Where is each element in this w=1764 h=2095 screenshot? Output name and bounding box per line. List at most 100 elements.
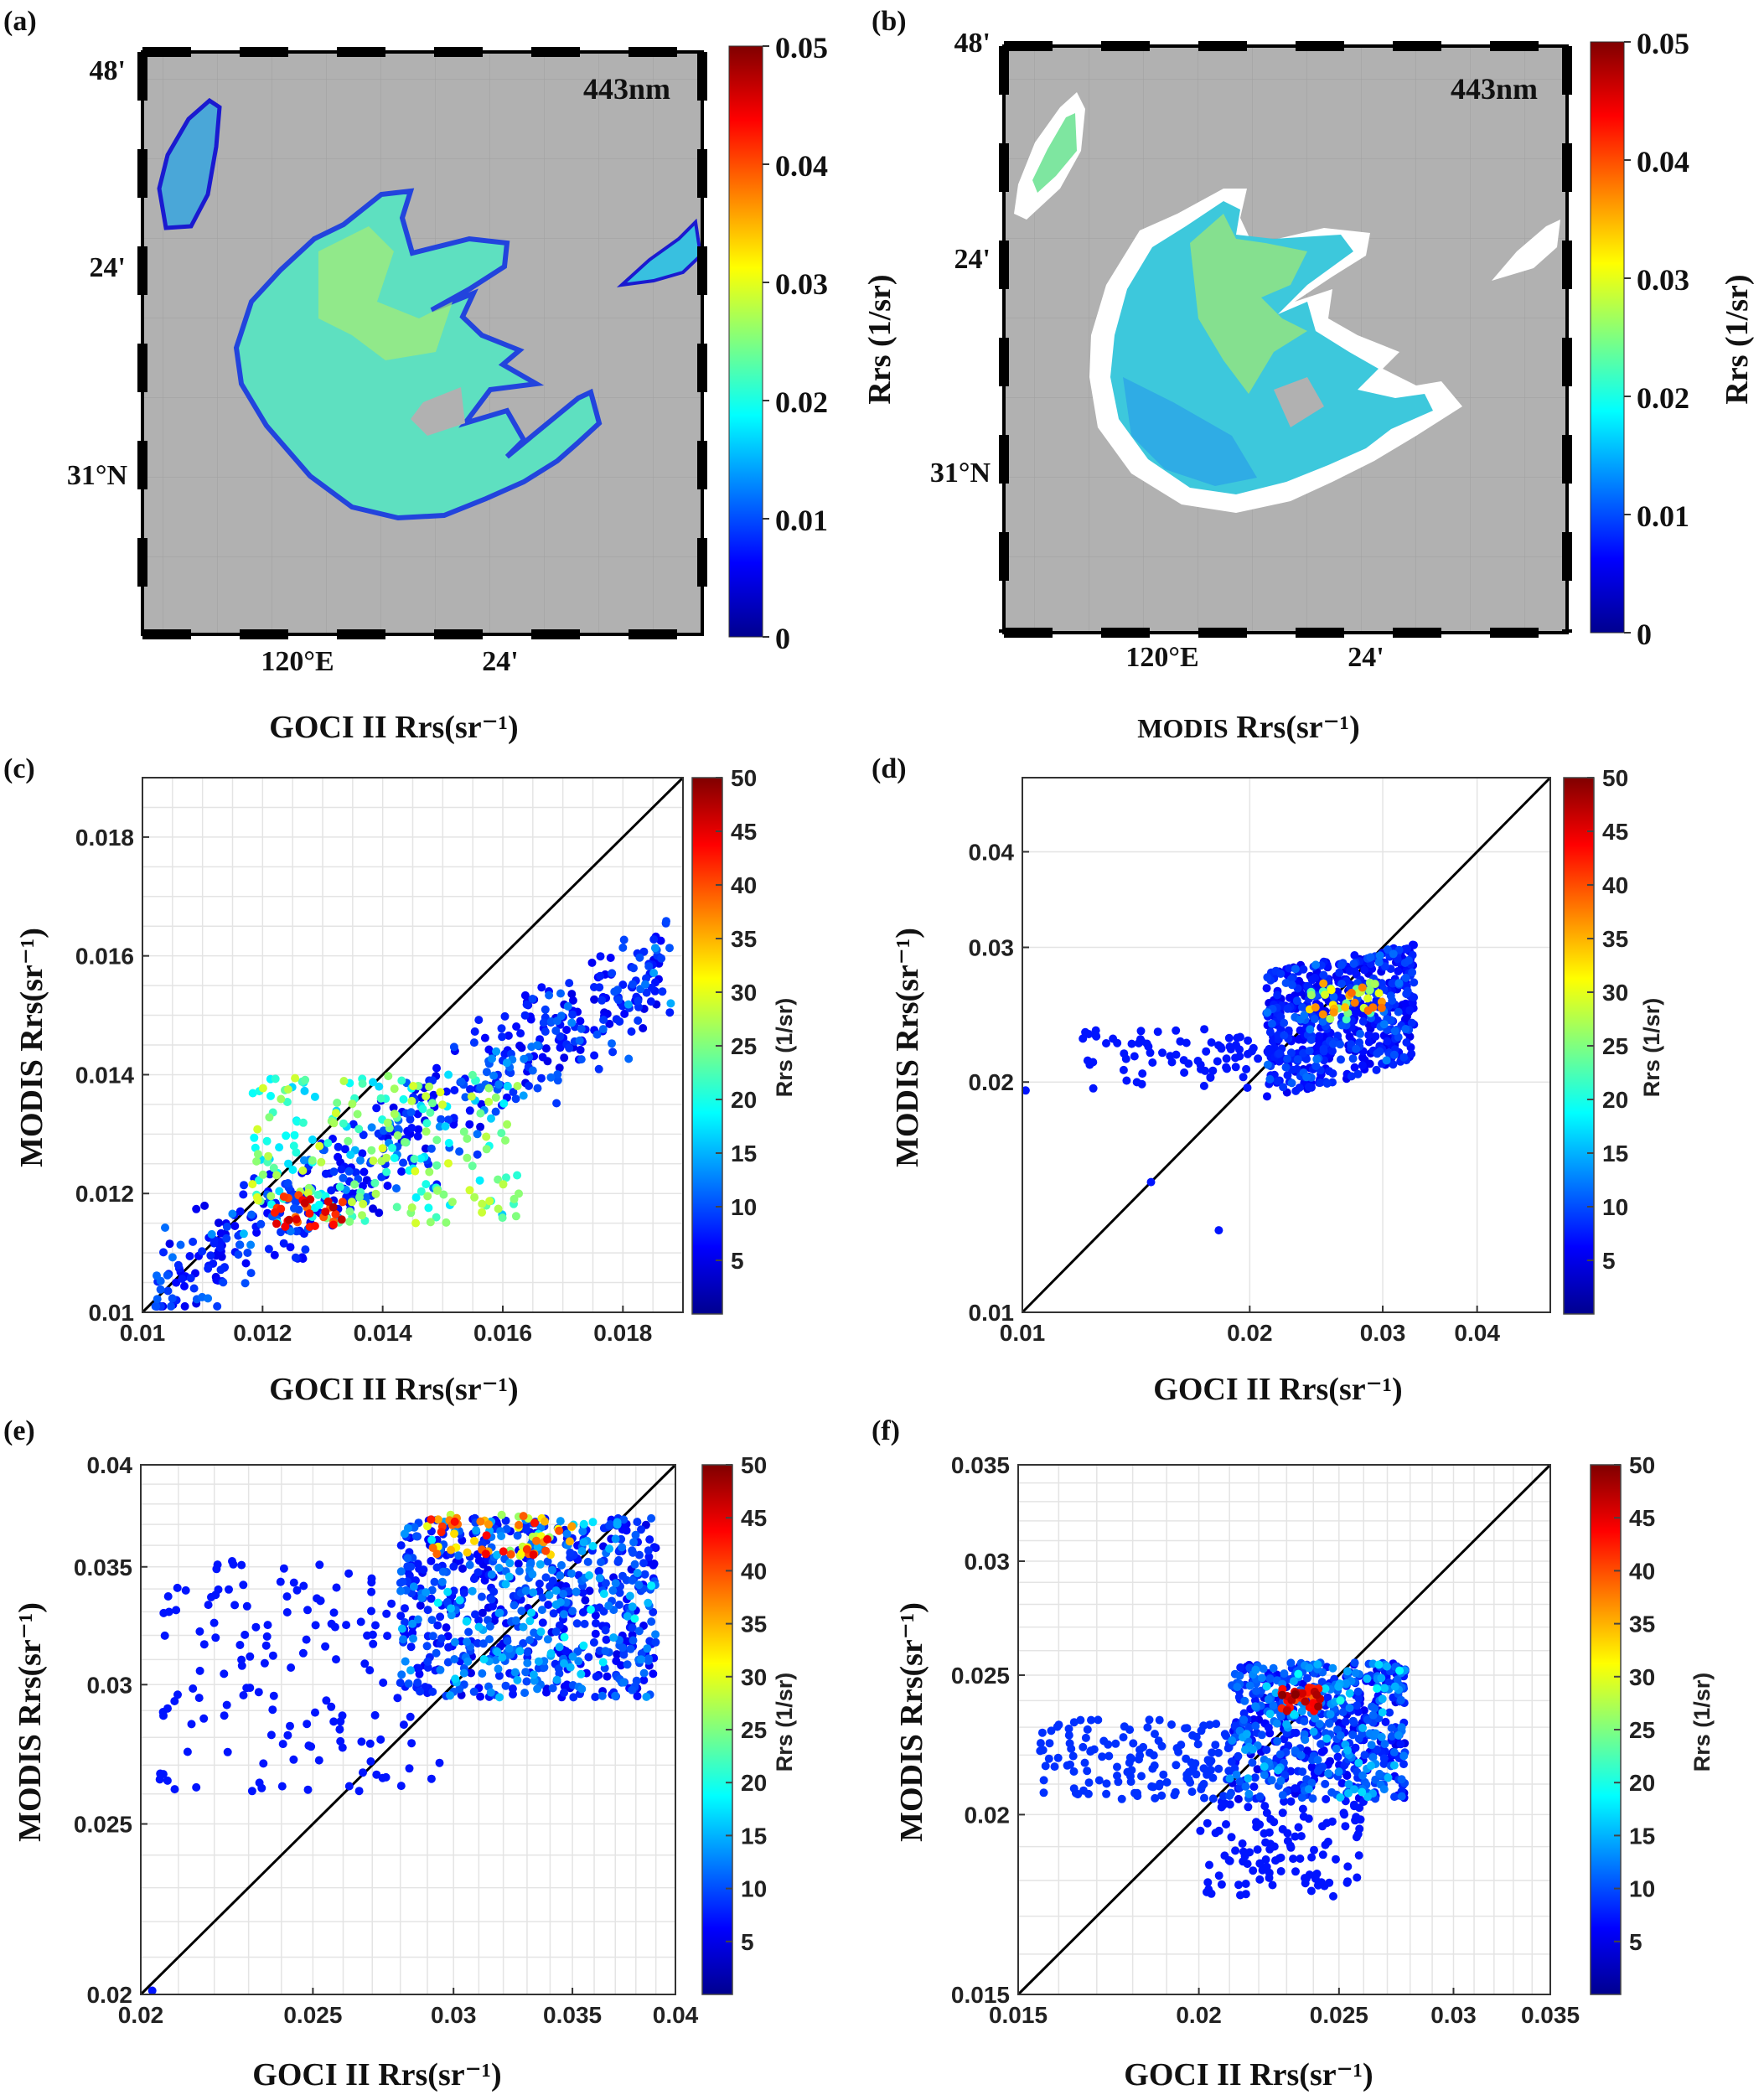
data-point-f xyxy=(1045,1739,1054,1748)
data-point-d xyxy=(1394,1007,1403,1016)
colorbar-tick-label-a: 0 xyxy=(775,622,790,655)
data-point-c xyxy=(367,1123,376,1132)
data-point-e xyxy=(172,1606,181,1615)
data-point-f xyxy=(1193,1740,1203,1749)
data-point-e xyxy=(555,1621,564,1630)
x-tick-label-d: 0.03 xyxy=(1360,1320,1406,1346)
data-point-e xyxy=(241,1630,250,1639)
data-point-f xyxy=(1345,1704,1354,1713)
data-point-e xyxy=(432,1563,442,1572)
data-point-d xyxy=(1353,1069,1363,1079)
panel-label-a: (a) xyxy=(3,6,37,37)
data-point-e xyxy=(459,1668,468,1678)
data-point-f xyxy=(1349,1800,1358,1809)
data-point-f xyxy=(1353,1701,1362,1710)
data-point-d xyxy=(1329,1039,1337,1048)
data-point-d xyxy=(1349,960,1358,968)
data-point-c xyxy=(407,1124,416,1132)
data-point-f xyxy=(1358,1771,1367,1780)
data-point-d xyxy=(1134,1038,1143,1048)
data-point-c xyxy=(642,988,651,997)
data-point-e xyxy=(476,1692,485,1701)
data-point-c xyxy=(409,1082,418,1090)
data-point-f xyxy=(1111,1739,1120,1748)
data-point-e xyxy=(615,1588,624,1597)
data-point-e xyxy=(354,1787,364,1796)
data-point-e xyxy=(623,1611,632,1621)
data-point-f xyxy=(1354,1758,1363,1767)
data-point-c xyxy=(499,1099,509,1108)
data-point-e xyxy=(592,1672,601,1681)
data-point-c xyxy=(397,1076,406,1085)
data-point-f xyxy=(1156,1779,1165,1788)
data-point-c xyxy=(323,1197,333,1206)
data-point-e xyxy=(628,1685,637,1694)
data-point-f xyxy=(1187,1787,1197,1797)
data-point-f xyxy=(1159,1770,1168,1779)
data-point-f xyxy=(1373,1684,1382,1693)
data-point-e xyxy=(268,1651,277,1660)
data-point-c xyxy=(290,1203,298,1213)
data-point-e xyxy=(505,1559,515,1568)
data-point-e xyxy=(618,1543,627,1552)
data-point-f xyxy=(1203,1887,1211,1896)
data-point-c xyxy=(275,1143,284,1152)
data-point-e xyxy=(471,1610,479,1619)
y-label-f: MODIS Rrs(sr⁻¹) xyxy=(894,1602,929,1842)
data-point-c xyxy=(502,1058,511,1068)
data-point-f xyxy=(1251,1665,1260,1674)
data-point-f xyxy=(1354,1694,1363,1703)
data-point-d xyxy=(1390,1027,1399,1036)
data-point-d xyxy=(1371,1032,1380,1041)
scatter-plot-f: 0.015 0.02 0.025 0.03 0.0350.0150.020.0250.0… xyxy=(951,1452,1655,2028)
colorbar-tick-label-f: 30 xyxy=(1629,1664,1655,1690)
data-point-c xyxy=(634,1002,643,1011)
data-point-e xyxy=(235,1641,245,1649)
data-point-e xyxy=(497,1510,506,1519)
scatter-plot-e: 0.02 0.025 0.03 0.035 0.04 0.02 0.025 0.03 0.035… xyxy=(74,1452,767,2028)
data-point-e xyxy=(514,1560,523,1568)
data-point-f xyxy=(1245,1681,1254,1690)
data-point-e xyxy=(585,1571,594,1580)
data-point-f xyxy=(1365,1729,1374,1738)
data-point-e xyxy=(604,1601,613,1611)
x-tick-label-c: 0.01 xyxy=(120,1320,166,1346)
data-point-c xyxy=(314,1200,323,1209)
x-tick-label-d: 0.01 xyxy=(1000,1320,1046,1346)
data-point-e xyxy=(299,1581,308,1591)
data-point-d xyxy=(1382,1056,1391,1065)
colorbar-tick-label-d: 45 xyxy=(1602,819,1628,845)
data-point-c xyxy=(463,1134,472,1143)
data-point-c xyxy=(487,1114,495,1123)
data-point-f xyxy=(1321,1779,1330,1788)
data-point-c xyxy=(567,990,577,999)
data-point-e xyxy=(517,1606,526,1616)
data-point-c xyxy=(599,1016,608,1024)
data-point-f xyxy=(1275,1750,1285,1759)
data-point-d xyxy=(1206,1073,1215,1082)
one-to-one-line-d xyxy=(1021,776,1552,1314)
data-point-c xyxy=(406,1108,416,1117)
colorbar-tick-label-c: 35 xyxy=(731,926,757,952)
data-point-d xyxy=(1280,1031,1289,1040)
data-point-f xyxy=(1332,1854,1340,1864)
data-point-e xyxy=(173,1583,182,1592)
data-point-e xyxy=(522,1544,531,1554)
data-point-c xyxy=(323,1139,333,1148)
data-point-d xyxy=(1214,1226,1223,1235)
data-point-c xyxy=(428,1099,437,1108)
data-point-f xyxy=(1133,1792,1142,1801)
data-point-e xyxy=(450,1637,459,1647)
data-point-c xyxy=(252,1156,261,1166)
data-point-f xyxy=(1352,1833,1361,1842)
data-point-d xyxy=(1385,1016,1394,1025)
data-point-c xyxy=(576,1016,585,1026)
data-point-e xyxy=(164,1607,173,1617)
data-point-e xyxy=(546,1649,556,1658)
data-point-c xyxy=(634,1016,643,1025)
data-point-d xyxy=(1306,991,1316,1000)
data-point-d xyxy=(1235,1052,1244,1061)
data-point-e xyxy=(335,1725,344,1734)
data-point-f xyxy=(1244,1789,1254,1798)
data-point-d xyxy=(1302,1073,1311,1082)
